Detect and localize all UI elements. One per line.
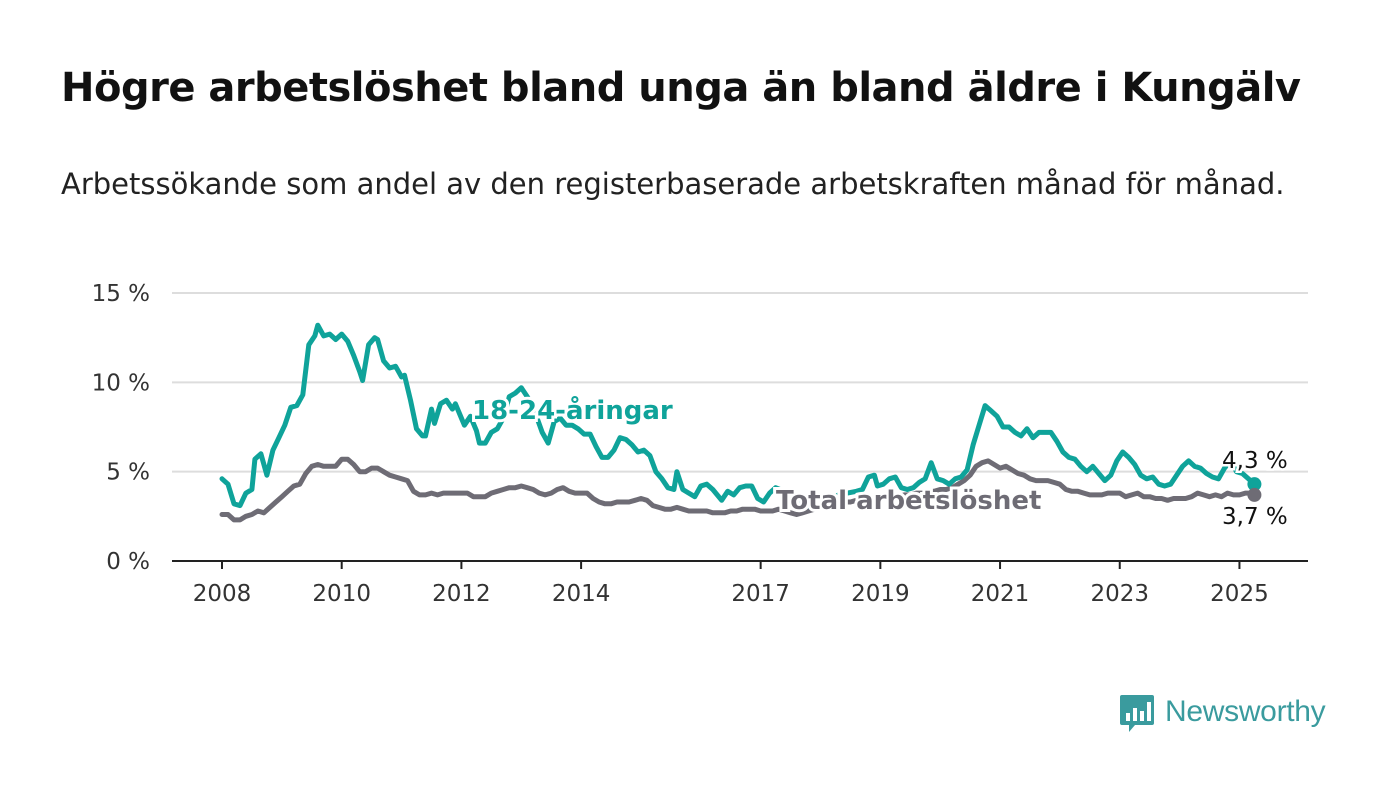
x-tick-label: 2023 bbox=[1090, 581, 1149, 607]
end-value-youth: 4,3 % bbox=[1222, 448, 1288, 474]
x-tick-label: 2017 bbox=[731, 581, 790, 607]
x-tick-label: 2010 bbox=[312, 581, 371, 607]
x-tick-label: 2021 bbox=[971, 581, 1030, 607]
end-marker-total bbox=[1247, 487, 1262, 502]
series-label-youth: 18-24-åringar bbox=[472, 394, 673, 426]
end-value-total: 3,7 % bbox=[1222, 504, 1288, 530]
chart-subtitle: Arbetssökande som andel av den registerb… bbox=[61, 167, 1285, 201]
y-axis-tick-labels: 0 % 5 % 10 % 15 % bbox=[92, 281, 150, 575]
series-line-youth bbox=[219, 322, 1257, 510]
y-tick-label: 10 % bbox=[92, 370, 150, 396]
x-tick-label: 2025 bbox=[1210, 581, 1269, 607]
y-tick-label: 15 % bbox=[92, 281, 150, 307]
x-tick-label: 2008 bbox=[193, 581, 252, 607]
logo-text: Newsworthy bbox=[1165, 695, 1326, 728]
y-tick-label: 0 % bbox=[106, 549, 150, 575]
series-label-total: Total arbetslöshet bbox=[776, 486, 1041, 516]
x-axis-ticks: 2008 2010 2012 2014 2017 2019 2021 2023 2025 bbox=[193, 561, 1269, 607]
chart-title: Högre arbetslöshet bland unga än bland ä… bbox=[61, 65, 1301, 111]
y-tick-label: 5 % bbox=[106, 460, 150, 486]
end-marker-youth bbox=[1247, 477, 1262, 492]
x-tick-label: 2014 bbox=[552, 581, 611, 607]
series-line-total bbox=[219, 456, 1257, 523]
x-tick-label: 2019 bbox=[851, 581, 910, 607]
series-lines bbox=[219, 322, 1262, 523]
gridlines bbox=[172, 292, 1308, 562]
newsworthy-logo: Newsworthy bbox=[1119, 690, 1326, 734]
series-labels: 18-24-åringar Total arbetslöshet 4,3 % 3… bbox=[469, 391, 1290, 533]
x-tick-label: 2012 bbox=[432, 581, 491, 607]
bar-chart-speech-bubble-icon bbox=[1119, 693, 1155, 732]
